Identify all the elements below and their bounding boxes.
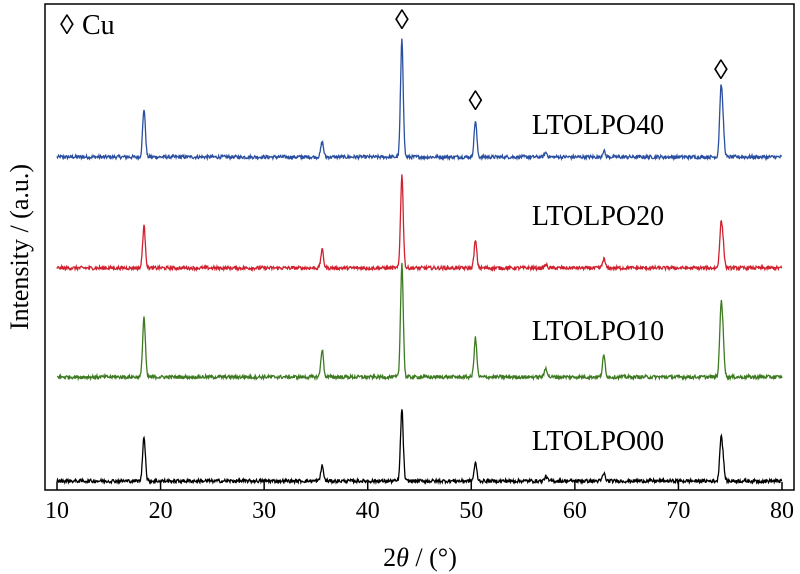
series-label: LTOLPO40 [532,110,664,141]
cu-peak-marker: ◊ [395,5,409,36]
series-group: LTOLPO40 LTOLPO20 LTOLPO10 LTOLPO00 [56,38,783,486]
cu-peak-marker: ◊ [469,86,483,117]
x-tick-label: 70 [666,498,690,524]
series-label: LTOLPO10 [532,316,664,347]
series-line [56,38,782,162]
plot-frame [44,3,795,491]
x-tick-label: 30 [252,498,276,524]
series-line [56,174,783,273]
x-tick-label: 50 [459,498,483,524]
x-tick-label: 10 [45,498,69,524]
y-axis-title: Intensity / (a.u.) [5,164,34,330]
x-tick-label: 80 [770,498,794,524]
x-tick-label: 20 [149,498,173,524]
cu-peak-marker: ◊ [714,55,728,86]
cu-markers: ◊ ◊ ◊ [395,5,728,117]
series-line [56,262,783,382]
series-label: LTOLPO20 [532,201,664,232]
x-axis-ticks: 10 20 30 40 50 60 70 80 [45,482,794,524]
x-tick-label: 60 [563,498,587,524]
legend-marker: ◊ [60,10,74,41]
x-tick-label: 40 [356,498,380,524]
legend: ◊ Cu [60,10,115,41]
series-label: LTOLPO00 [532,426,664,457]
legend-label: Cu [82,10,115,41]
series-line [56,409,783,486]
x-axis-title: 2θ / (°) [383,543,457,572]
